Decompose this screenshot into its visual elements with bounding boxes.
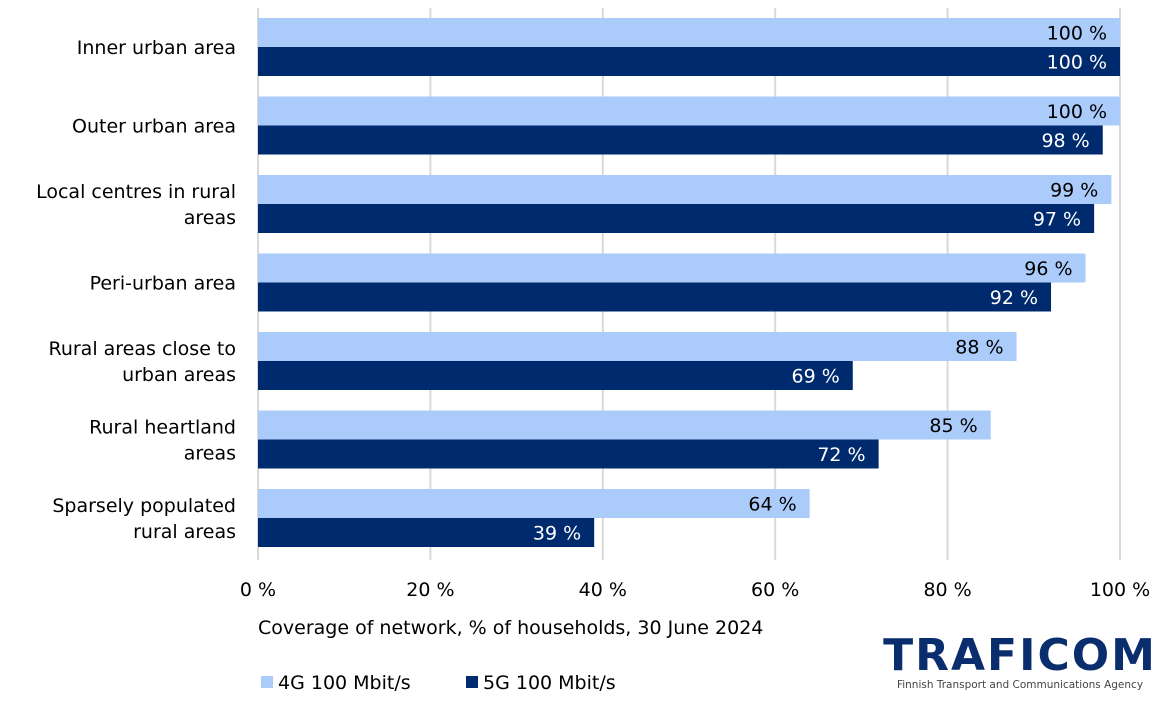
- data-label: 85 %: [929, 415, 977, 437]
- x-tick-label: 0 %: [240, 579, 276, 601]
- logo-tagline: Finnish Transport and Communications Age…: [897, 679, 1143, 691]
- data-label: 88 %: [955, 337, 1003, 359]
- bar-5g: [258, 518, 595, 547]
- bar-4g: [258, 253, 1086, 283]
- legend-swatch-4g: [261, 676, 273, 688]
- bar-4g: [258, 175, 1112, 204]
- data-label: 69 %: [791, 366, 839, 388]
- data-label: 97 %: [1033, 209, 1081, 231]
- data-label: 98 %: [1041, 130, 1089, 152]
- bar-5g: [258, 282, 1052, 312]
- x-tick-label: 80 %: [923, 579, 971, 601]
- legend: 4G 100 Mbit/s 5G 100 Mbit/s: [261, 672, 616, 694]
- x-tick-label: 60 %: [751, 579, 799, 601]
- data-label: 100 %: [1047, 52, 1107, 74]
- category-label: rural areas: [133, 521, 236, 543]
- category-label: areas: [184, 443, 236, 465]
- bar-5g: [258, 204, 1095, 233]
- bar-4g: [258, 96, 1120, 126]
- category-label: urban areas: [122, 364, 236, 386]
- bar-4g: [258, 489, 810, 518]
- x-axis-title: Coverage of network, % of households, 30…: [258, 617, 763, 639]
- logo-wordmark: TRAFICOM: [883, 630, 1157, 681]
- legend-swatch-5g: [466, 676, 478, 688]
- x-tick-label: 20 %: [406, 579, 454, 601]
- category-label: areas: [184, 207, 236, 229]
- x-tick-label: 40 %: [579, 579, 627, 601]
- data-label: 100 %: [1047, 101, 1107, 123]
- data-label: 96 %: [1024, 258, 1072, 280]
- traficom-logo: TRAFICOM Finnish Transport and Communica…: [883, 630, 1157, 691]
- bar-5g: [258, 125, 1103, 155]
- data-label: 64 %: [748, 494, 796, 516]
- bar-5g: [258, 439, 879, 469]
- data-label: 99 %: [1050, 180, 1098, 202]
- data-label: 100 %: [1047, 23, 1107, 45]
- category-label: Sparsely populated: [52, 495, 236, 517]
- category-label: Local centres in rural: [36, 181, 236, 203]
- category-label: Inner urban area: [77, 37, 236, 59]
- legend-label-5g: 5G 100 Mbit/s: [483, 672, 616, 694]
- bar-4g: [258, 18, 1120, 47]
- bar-4g: [258, 332, 1017, 361]
- bar-5g: [258, 361, 853, 390]
- data-label: 39 %: [533, 523, 581, 545]
- data-label: 72 %: [817, 444, 865, 466]
- data-label: 92 %: [990, 287, 1038, 309]
- category-label: Rural areas close to: [48, 338, 236, 360]
- category-label: Peri-urban area: [90, 273, 236, 295]
- category-label: Rural heartland: [89, 417, 236, 439]
- bar-5g: [258, 47, 1120, 76]
- bar-4g: [258, 410, 991, 440]
- x-tick-label: 100 %: [1090, 579, 1150, 601]
- category-label: Outer urban area: [72, 116, 236, 138]
- legend-label-4g: 4G 100 Mbit/s: [278, 672, 411, 694]
